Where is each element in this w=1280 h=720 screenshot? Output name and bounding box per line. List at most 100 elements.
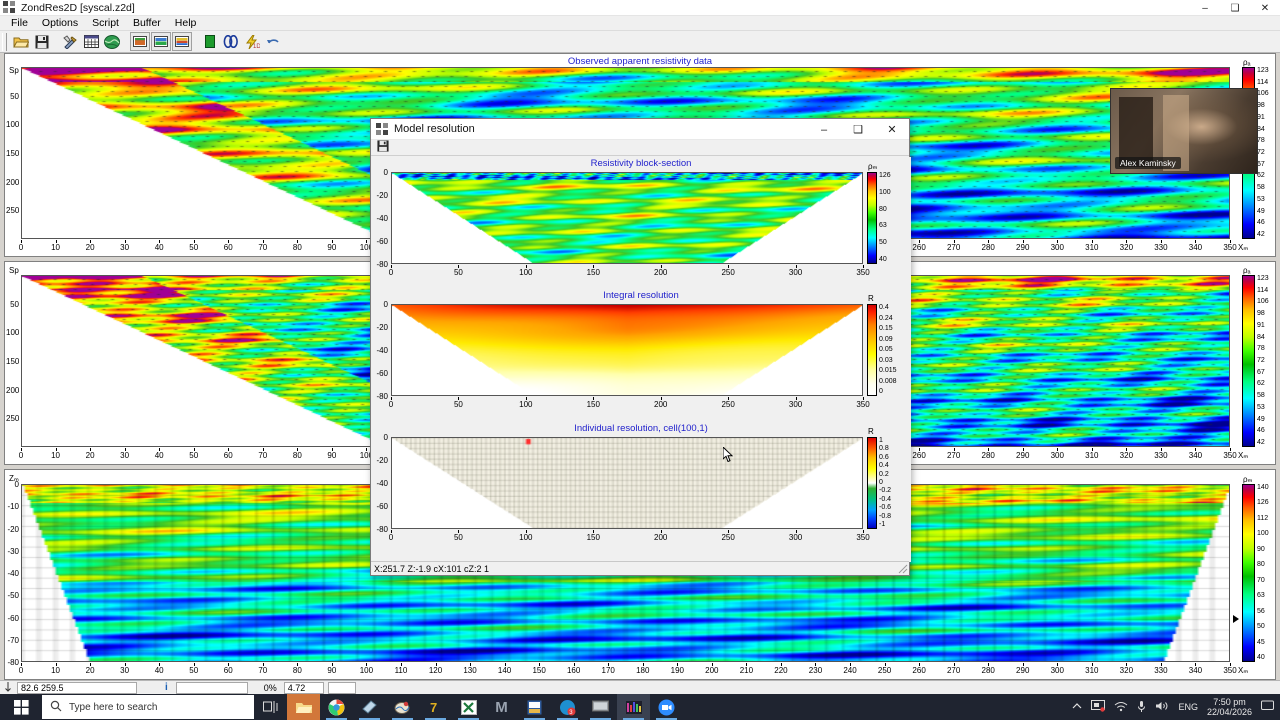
tick-mark (1091, 240, 1093, 243)
save-file-icon[interactable] (32, 32, 52, 51)
tick-mark (262, 663, 264, 666)
tick-mark (470, 663, 472, 666)
tick-mark (660, 265, 662, 268)
x-tick-label: 90 (327, 666, 337, 675)
dialog-title-bar[interactable]: Model resolution – ❑ ✕ (371, 119, 909, 140)
file-explorer-icon[interactable] (287, 694, 320, 720)
minimize-button[interactable]: – (1202, 2, 1208, 14)
green-block-icon[interactable] (200, 32, 220, 51)
integral-resolution-plot[interactable] (391, 304, 863, 396)
inversion-icon[interactable] (221, 32, 241, 51)
dialog-minimize-button[interactable]: – (820, 123, 828, 136)
chart-individual-resolution: Individual resolution, cell(100,1) 0 -20 -… (371, 422, 911, 562)
model-resolution-dialog[interactable]: Model resolution – ❑ ✕ Resistivity block… (370, 118, 911, 576)
map-icon[interactable] (102, 32, 122, 51)
colorbar-tick-label: 0.4 (879, 304, 889, 311)
colorbar-tick-label: 0.2 (879, 470, 889, 478)
webcam-overlay[interactable]: Alex Kaminsky (1110, 88, 1258, 174)
colorbar-3 (1242, 484, 1255, 662)
open-file-icon[interactable] (11, 32, 31, 51)
x-tick-label: 340 (1188, 243, 1203, 252)
save-icon[interactable] (377, 140, 389, 155)
x-tick-label: 200 (654, 533, 668, 542)
x-tick-label: 180 (636, 666, 650, 675)
zondres-taskbar-icon[interactable] (617, 694, 650, 720)
menu-item-buffer[interactable]: Buffer (132, 16, 161, 29)
maximize-button[interactable]: ❑ (1230, 2, 1240, 14)
save-app-icon[interactable] (518, 694, 551, 720)
y-tick-label: -30 (7, 546, 19, 556)
section-view-3-icon[interactable] (172, 32, 192, 51)
remote-desktop-icon[interactable] (584, 694, 617, 720)
zoom-icon[interactable] (650, 694, 683, 720)
tick-mark (728, 265, 730, 268)
dialog-resize-grip[interactable] (897, 563, 908, 574)
block-section-plot[interactable] (391, 172, 863, 264)
x-tick-label: 250 (877, 666, 892, 675)
volume-icon[interactable] (1155, 700, 1169, 714)
colorbar-tick-label: 0.015 (879, 367, 897, 374)
menu-item-script[interactable]: Script (92, 16, 119, 29)
tick-mark (391, 397, 392, 400)
tick-mark (953, 240, 955, 243)
language-indicator[interactable]: ENG (1178, 702, 1198, 712)
colorbar-tick-label: 100 (1257, 530, 1269, 538)
tick-mark (124, 448, 126, 451)
heatmap-canvas (392, 305, 862, 395)
start-icon[interactable] (0, 694, 42, 720)
wifi-icon[interactable] (1114, 701, 1128, 714)
tools-icon[interactable] (60, 32, 80, 51)
excel-icon[interactable] (452, 694, 485, 720)
x-tick-label: 170 (601, 666, 615, 675)
info-icon[interactable]: i (165, 682, 168, 693)
toolbar-grip[interactable] (2, 32, 7, 51)
notification-icon[interactable] (1261, 700, 1274, 714)
tick-mark (795, 530, 797, 533)
screen-share-icon[interactable] (1091, 700, 1106, 714)
x-tick-label: 240 (843, 666, 857, 675)
dialog-close-button[interactable]: ✕ (887, 124, 897, 136)
menu-item-options[interactable]: Options (41, 16, 79, 29)
dialog-maximize-button[interactable]: ❑ (853, 124, 863, 136)
skype-icon[interactable]: 3 (551, 694, 584, 720)
individual-resolution-plot[interactable] (391, 437, 863, 529)
colorbar-tick-label: 98 (1257, 102, 1265, 110)
x-tick-label: 300 (788, 533, 803, 542)
search-icon (50, 700, 62, 715)
section-view-2-icon[interactable] (151, 32, 171, 51)
tick-mark (1126, 448, 1128, 451)
microphone-icon[interactable] (1137, 700, 1146, 715)
close-button[interactable]: ✕ (1260, 2, 1270, 14)
colorbar-tick-label: 58 (1257, 392, 1265, 400)
sevenzip-icon[interactable]: 7 (419, 694, 452, 720)
surfer-icon[interactable] (386, 694, 419, 720)
paint-icon[interactable] (353, 694, 386, 720)
colorbar-title-1: ρₐ (1243, 58, 1251, 67)
colorbar-tick-label: 49 (1257, 415, 1265, 423)
clock[interactable]: 7:50 pm 22/04/2026 (1207, 697, 1252, 717)
lightning-1d-icon[interactable]: 1D (242, 32, 262, 51)
x-tick-label: 270 (946, 666, 961, 675)
x-tick-label: 330 (1154, 243, 1168, 252)
table-icon[interactable] (81, 32, 101, 51)
x-tick-label: 150 (586, 268, 600, 277)
menu-item-help[interactable]: Help (174, 16, 197, 29)
y-tick-label: -20 (7, 524, 19, 534)
x-tick-label: 320 (1119, 243, 1134, 252)
chrome-icon[interactable] (320, 694, 353, 720)
x-tick-label: 290 (1016, 451, 1030, 460)
show-hidden-icons[interactable] (1072, 702, 1082, 712)
mathcad-icon[interactable]: M (485, 694, 518, 720)
y-tick-label: 100 (6, 120, 20, 130)
menu-item-file[interactable]: File (11, 16, 28, 29)
x-tick-label: 310 (1085, 243, 1099, 252)
section-view-1-icon[interactable] (130, 32, 150, 51)
x-tick-label: 280 (981, 666, 995, 675)
tick-mark (228, 448, 230, 451)
x-tick-label: 140 (497, 666, 512, 675)
colorbar-tick-label: -0.6 (879, 504, 892, 512)
search-input[interactable]: Type here to search (42, 695, 254, 719)
undo-icon[interactable] (263, 32, 283, 51)
colorbar-block-section (867, 172, 877, 264)
task-view-icon[interactable] (254, 694, 287, 720)
